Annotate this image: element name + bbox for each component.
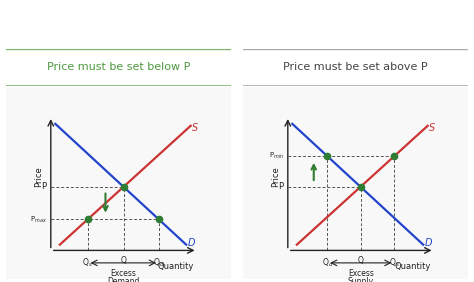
FancyBboxPatch shape (0, 49, 240, 86)
Text: P: P (278, 182, 283, 191)
Text: Demand: Demand (107, 277, 139, 282)
FancyBboxPatch shape (0, 80, 240, 282)
Text: Supply: Supply (348, 277, 374, 282)
Text: Quantity: Quantity (394, 262, 431, 271)
Text: D: D (424, 238, 432, 248)
Text: Q: Q (357, 256, 364, 265)
Text: Price must be set above P: Price must be set above P (283, 62, 428, 72)
Text: D: D (187, 238, 195, 248)
Text: Price must be set below P: Price must be set below P (47, 62, 190, 72)
Text: S: S (192, 123, 198, 133)
Text: Excess: Excess (110, 269, 136, 278)
Text: P: P (41, 182, 46, 191)
Text: Q$_d$: Q$_d$ (153, 256, 164, 269)
Text: Price: Price (34, 166, 43, 187)
Text: Price: Price (271, 166, 280, 187)
Text: Q$_d$: Q$_d$ (321, 256, 333, 269)
Text: P$_{max}$: P$_{max}$ (30, 214, 47, 224)
Text: Q: Q (120, 256, 127, 265)
Text: Quantity: Quantity (157, 262, 194, 271)
Text: P$_{min}$: P$_{min}$ (269, 151, 284, 161)
Text: Excess: Excess (348, 269, 374, 278)
Text: Min. Price: Min. Price (305, 15, 406, 33)
Text: Q$_s$: Q$_s$ (389, 256, 400, 269)
Text: S: S (429, 123, 435, 133)
Text: Max. Price: Max. Price (66, 15, 171, 33)
FancyBboxPatch shape (234, 80, 474, 282)
FancyBboxPatch shape (234, 49, 474, 86)
Text: Q$_s$: Q$_s$ (82, 256, 93, 269)
